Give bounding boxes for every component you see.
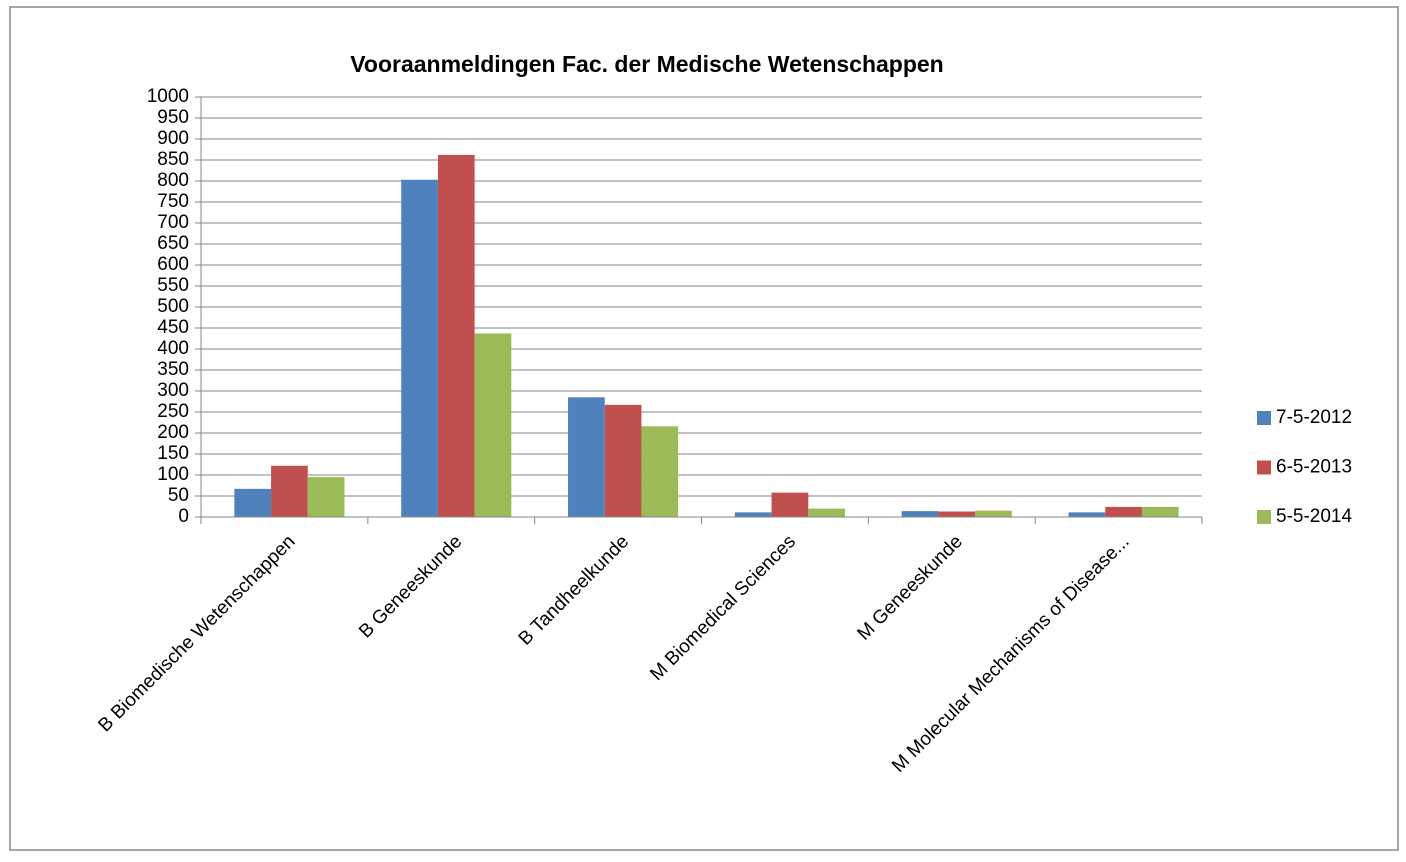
bar xyxy=(307,477,345,517)
y-tick-label: 700 xyxy=(157,212,189,233)
y-tick-label: 200 xyxy=(157,422,189,443)
bar xyxy=(1141,506,1179,517)
bar xyxy=(901,511,939,517)
bar xyxy=(808,508,845,517)
chart-border xyxy=(9,6,1399,851)
y-tick-label: 150 xyxy=(157,443,189,464)
chart-title: Vooraanmeldingen Fac. der Medische Weten… xyxy=(350,51,943,77)
y-tick-label: 550 xyxy=(157,275,189,296)
y-tick-label: 1000 xyxy=(147,86,189,107)
y-tick-label: 0 xyxy=(178,506,189,527)
legend-swatch xyxy=(1257,411,1271,425)
bar xyxy=(641,426,679,517)
bar xyxy=(401,179,438,518)
bar xyxy=(437,154,475,517)
y-tick-label: 250 xyxy=(157,401,189,422)
bar xyxy=(568,397,605,517)
legend-label: 6-5-2013 xyxy=(1276,457,1352,478)
bar xyxy=(1105,506,1142,517)
bar xyxy=(938,511,976,517)
bar xyxy=(604,404,642,517)
y-tick-label: 800 xyxy=(157,170,189,191)
bar xyxy=(975,510,1012,517)
y-tick-label: 350 xyxy=(157,359,189,380)
y-tick-label: 950 xyxy=(157,107,189,128)
y-tick-label: 850 xyxy=(157,149,189,170)
y-tick-label: 600 xyxy=(157,254,189,275)
y-tick-label: 100 xyxy=(157,464,189,485)
y-tick-label: 650 xyxy=(157,233,189,254)
y-tick-label: 400 xyxy=(157,338,189,359)
legend-label: 7-5-2012 xyxy=(1276,407,1352,428)
bar xyxy=(234,488,272,517)
bar xyxy=(271,465,308,517)
y-tick-label: 50 xyxy=(168,485,189,506)
bar xyxy=(734,512,772,517)
y-tick-label: 500 xyxy=(157,296,189,317)
legend-swatch xyxy=(1257,460,1271,475)
legend-label: 5-5-2014 xyxy=(1276,506,1352,527)
y-tick-label: 300 xyxy=(157,380,189,401)
bar xyxy=(474,333,512,517)
y-tick-label: 900 xyxy=(157,128,189,149)
bar xyxy=(1068,512,1106,517)
legend-swatch xyxy=(1257,510,1271,524)
y-tick-label: 450 xyxy=(157,317,189,338)
y-tick-label: 750 xyxy=(157,191,189,212)
bar xyxy=(771,492,809,517)
